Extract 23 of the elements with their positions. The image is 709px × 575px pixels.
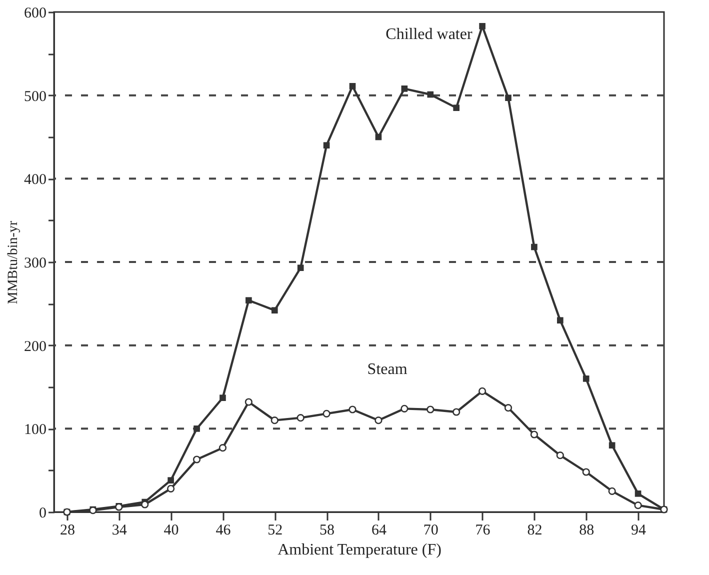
x-tick-label: 52	[268, 522, 283, 538]
x-tick-label: 82	[527, 522, 542, 538]
x-tick-label: 34	[112, 522, 128, 538]
x-tick-label: 46	[216, 522, 232, 538]
y-tick-label: 100	[24, 422, 46, 438]
x-tick-label: 64	[371, 522, 387, 538]
series-label: Steam	[367, 361, 408, 378]
x-tick-label: 76	[475, 522, 491, 538]
x-tick-label: 40	[164, 522, 179, 538]
y-tick-label: 400	[24, 172, 46, 188]
x-tick-label: 88	[579, 522, 594, 538]
y-tick-label: 600	[24, 6, 46, 22]
y-tick-label: 300	[24, 256, 46, 272]
x-axis-title: Ambient Temperature (F)	[278, 542, 442, 558]
x-tick-label: 70	[423, 522, 438, 538]
series-label: Chilled water	[386, 26, 473, 44]
y-tick-label: 0	[39, 506, 46, 522]
x-tick-label: 28	[60, 522, 75, 538]
y-tick-label: 500	[24, 88, 46, 105]
y-tick-label: 200	[24, 338, 46, 355]
y-axis-title: MMBtu/bin-yr	[6, 220, 21, 304]
x-tick-label: 94	[631, 522, 647, 538]
x-tick-label: 58	[320, 522, 335, 538]
